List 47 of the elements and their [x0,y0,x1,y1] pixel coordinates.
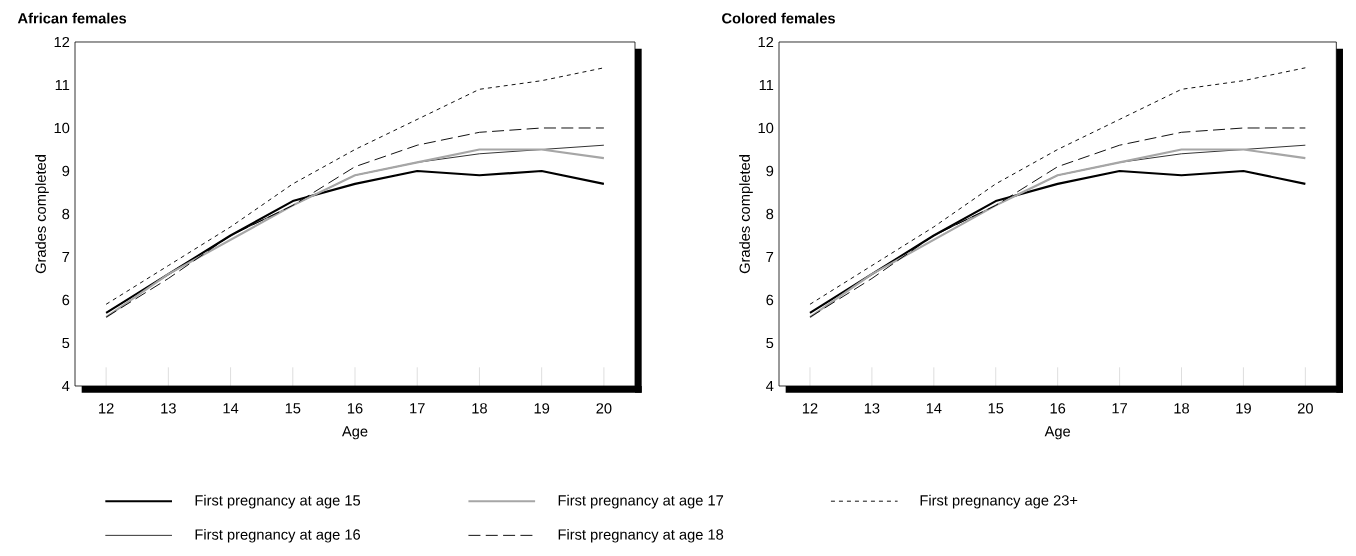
x-tick-label: 17 [410,403,425,414]
y-tick-label: 9 [62,165,70,177]
y-tick-label: 4 [766,380,774,392]
y-tick-label: 8 [766,208,774,220]
y-tick-label: 12 [758,36,774,48]
y-axis-title: Grades completed [35,155,49,274]
y-tick-label: 6 [766,294,774,306]
y-tick-label: 8 [62,208,70,220]
y-tick-label: 7 [62,251,70,263]
y-tick-label: 9 [766,165,774,177]
x-tick-label: 18 [1174,403,1190,414]
y-tick-label: 10 [758,122,774,134]
x-tick-label: 14 [223,403,239,414]
x-tick-label: 15 [285,403,301,414]
x-tick-label: 17 [1112,403,1128,414]
x-tick-label: 13 [161,403,176,414]
x-tick-label: 18 [472,403,487,414]
y-tick-label: 7 [766,251,774,263]
y-tick-label: 6 [62,294,70,306]
legend-label: First pregnancy at age 18 [558,528,724,543]
y-tick-label: 11 [759,79,774,91]
x-tick-label: 12 [99,403,114,414]
chart-title: Colored females [722,12,835,24]
legend-label: First pregnancy at age 15 [195,494,361,509]
x-axis-title: Age [1044,426,1071,440]
chart-title: African females [17,12,127,24]
y-axis-title: Grades completed [739,155,753,274]
x-axis-title: Age [341,426,368,440]
y-tick-label: 10 [54,122,70,134]
legend-label: First pregnancy age 23+ [920,494,1078,509]
y-tick-label: 5 [766,337,774,349]
x-tick-label: 20 [596,403,612,414]
x-tick-label: 16 [1050,403,1066,414]
x-tick-label: 15 [988,403,1004,414]
x-tick-label: 19 [1236,403,1251,414]
y-tick-label: 4 [62,380,70,392]
y-tick-label: 12 [54,36,70,48]
legend-label: First pregnancy at age 16 [195,528,361,543]
x-tick-label: 12 [802,403,818,414]
y-tick-label: 5 [62,337,70,349]
y-tick-label: 11 [55,79,70,91]
legend-label: First pregnancy at age 17 [558,494,724,509]
x-tick-label: 20 [1297,403,1313,414]
x-tick-label: 13 [864,403,880,414]
x-tick-label: 14 [926,403,942,414]
x-tick-label: 19 [534,403,550,414]
x-tick-label: 16 [347,403,363,414]
